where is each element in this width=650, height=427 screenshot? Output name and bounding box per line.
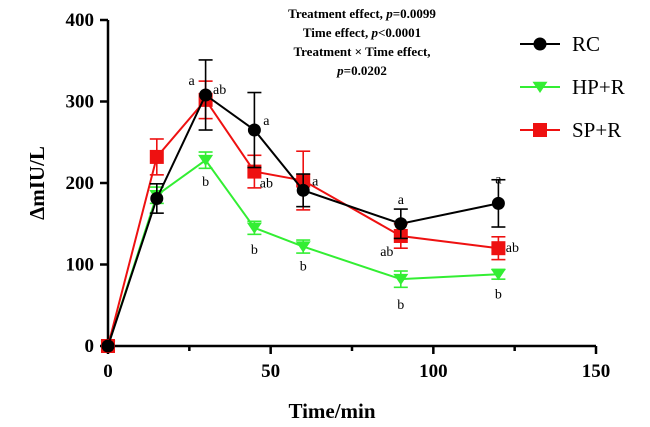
legend: RC HP+R SP+R <box>520 32 625 142</box>
legend-item-rc: RC <box>520 32 600 56</box>
significance-label: a <box>188 74 195 89</box>
x-tick-label-3: 150 <box>582 361 611 382</box>
legend-marker <box>533 123 547 137</box>
data-point <box>198 154 214 167</box>
legend-marker <box>533 37 547 51</box>
data-point <box>394 217 408 231</box>
stats-line-3: Treatment × Time effect, <box>293 44 430 59</box>
series-line <box>107 98 499 347</box>
series-line <box>107 93 499 347</box>
data-point <box>296 183 310 197</box>
stats-line-1: Treatment effect, p=0.0099 <box>288 6 436 21</box>
legend-label: RC <box>572 32 600 56</box>
series-rc: a a a a a <box>101 59 506 353</box>
y-tick-label-1: 100 <box>66 255 95 276</box>
data-point <box>491 241 506 256</box>
data-point <box>101 339 115 353</box>
significance-label: b <box>202 175 209 190</box>
data-point <box>150 191 164 205</box>
significance-label: b <box>300 260 307 275</box>
significance-label: a <box>263 114 270 129</box>
data-point <box>295 241 311 253</box>
significance-label: ab <box>380 245 393 260</box>
axes: 0 100 200 300 400 0 50 100 150 Time/min ΔmIU/L <box>25 10 610 423</box>
significance-label: ab <box>213 83 226 98</box>
significance-label: ab <box>260 177 273 192</box>
series-layer: b b b b b ab ab ab ab a a a a a <box>100 59 519 353</box>
x-tick-label-0: 0 <box>103 361 113 382</box>
y-tick-label-2: 200 <box>66 173 95 194</box>
y-tick-label-4: 400 <box>66 10 95 31</box>
y-axis-title: ΔmIU/L <box>25 146 49 220</box>
significance-label: b <box>251 243 258 258</box>
stats-line-2: Time effect, p<0.0001 <box>303 25 421 40</box>
x-tick-label-1: 50 <box>261 361 280 382</box>
data-point <box>393 273 409 286</box>
stats-line-4: p=0.0202 <box>336 63 387 78</box>
significance-label: a <box>312 174 319 189</box>
data-point <box>490 269 506 281</box>
data-point <box>247 123 261 137</box>
legend-item-sp-r: SP+R <box>520 118 621 142</box>
y-tick-label-0: 0 <box>85 336 95 357</box>
significance-label: ab <box>506 241 519 256</box>
stats-annotation: Treatment effect, p=0.0099 Time effect, … <box>288 6 436 78</box>
legend-label: HP+R <box>572 75 625 99</box>
y-tick-label-3: 300 <box>66 92 95 113</box>
x-axis-title: Time/min <box>288 399 375 423</box>
significance-label: a <box>398 193 405 208</box>
significance-label: b <box>495 287 502 302</box>
data-point <box>246 222 262 234</box>
legend-label: SP+R <box>572 118 621 142</box>
data-point <box>149 149 164 164</box>
significance-label: a <box>495 172 502 187</box>
series-hp-r: b b b b b <box>100 151 506 352</box>
significance-label: b <box>397 298 404 313</box>
data-point <box>199 88 213 102</box>
data-point <box>491 196 505 210</box>
legend-item-hp-r: HP+R <box>520 75 625 99</box>
legend-marker <box>532 81 548 93</box>
x-tick-label-2: 100 <box>419 361 448 382</box>
